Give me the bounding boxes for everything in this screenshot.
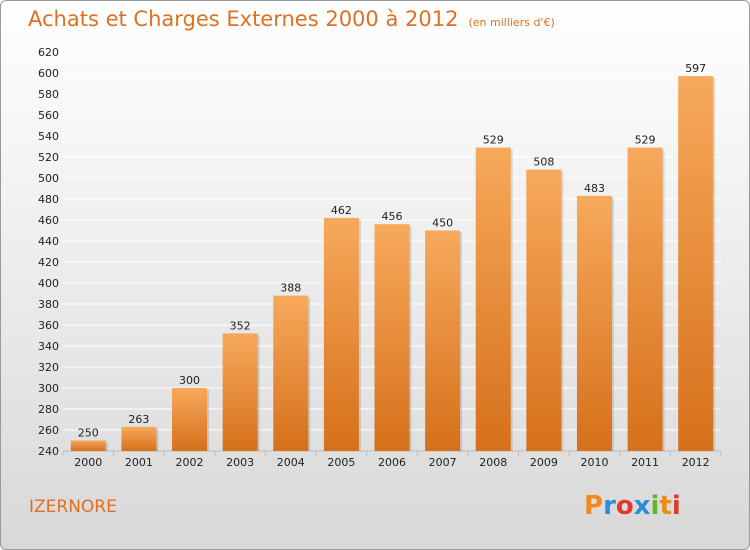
x-tick-label: 2003 xyxy=(226,456,254,469)
y-tick-label: 360 xyxy=(38,319,59,332)
y-tick-label: 600 xyxy=(38,67,59,80)
data-label: 508 xyxy=(533,156,554,169)
y-tick-label: 340 xyxy=(38,340,59,353)
y-tick-label: 260 xyxy=(38,424,59,437)
logo-letter: x xyxy=(633,491,651,521)
x-tick-label: 2007 xyxy=(429,456,457,469)
data-label: 263 xyxy=(128,413,149,426)
data-label: 456 xyxy=(382,210,403,223)
y-tick-label: 240 xyxy=(38,445,59,458)
x-tick-label: 2011 xyxy=(631,456,659,469)
y-tick-label: 400 xyxy=(38,277,59,290)
proxiti-logo: Proxiti xyxy=(584,491,681,521)
y-tick-label: 420 xyxy=(38,256,59,269)
y-tick-label: 380 xyxy=(38,298,59,311)
data-labels: 250 263 300 352 388 462 456 450 529 508 483 529 597 xyxy=(78,62,706,439)
bar xyxy=(576,195,612,451)
y-tick-label: 300 xyxy=(38,382,59,395)
logo-letter: t xyxy=(659,491,672,521)
data-label: 529 xyxy=(635,134,656,147)
y-tick-label: 480 xyxy=(38,193,59,206)
chart-title: Achats et Charges Externes 2000 à 2012 (e… xyxy=(28,7,555,31)
logo-letter: i xyxy=(650,491,660,521)
bar xyxy=(627,147,663,452)
x-tick-label: 2008 xyxy=(479,456,507,469)
bar xyxy=(374,224,410,451)
data-label: 483 xyxy=(584,182,605,195)
x-tick-label: 2006 xyxy=(378,456,406,469)
x-tick-label: 2001 xyxy=(125,456,153,469)
bar xyxy=(70,440,106,451)
y-tick-label: 580 xyxy=(38,88,59,101)
logo-letter: o xyxy=(615,491,634,521)
bar xyxy=(678,76,714,452)
x-tick-label: 2010 xyxy=(580,456,608,469)
chart-title-text: Achats et Charges Externes 2000 à 2012 xyxy=(28,7,459,31)
data-label: 597 xyxy=(685,62,706,75)
bar xyxy=(121,426,157,451)
y-tick-label: 320 xyxy=(38,361,59,374)
bar xyxy=(273,295,309,451)
y-tick-label: 560 xyxy=(38,109,59,122)
logo-letter: r xyxy=(603,491,616,521)
y-tick-label: 540 xyxy=(38,130,59,143)
data-label: 388 xyxy=(280,282,301,295)
bars xyxy=(70,76,716,452)
x-tick-label: 2002 xyxy=(176,456,204,469)
logo-letter: i xyxy=(671,491,681,521)
data-label: 450 xyxy=(432,217,453,230)
bar xyxy=(475,147,511,452)
data-label: 300 xyxy=(179,374,200,387)
data-label: 529 xyxy=(483,134,504,147)
x-tick-label: 2004 xyxy=(277,456,305,469)
data-label: 250 xyxy=(78,427,99,440)
bar xyxy=(323,217,359,451)
y-tick-label: 280 xyxy=(38,403,59,416)
x-tick-label: 2012 xyxy=(682,456,710,469)
data-label: 352 xyxy=(230,319,251,332)
x-tick-label: 2009 xyxy=(530,456,558,469)
bar xyxy=(172,388,208,451)
y-tick-label: 500 xyxy=(38,172,59,185)
bar xyxy=(222,333,258,451)
logo-letter: P xyxy=(584,491,604,521)
y-tick-label: 460 xyxy=(38,214,59,227)
y-tick-label: 620 xyxy=(38,46,59,59)
commune-name: IZERNORE xyxy=(29,497,117,517)
bar xyxy=(425,230,461,451)
bar xyxy=(526,169,562,451)
data-label: 462 xyxy=(331,204,352,217)
y-tick-label: 520 xyxy=(38,151,59,164)
x-tick-label: 2005 xyxy=(327,456,355,469)
axes: 240 260 280 300 320 340 360 380 400 420 440 460 480 5… xyxy=(38,46,722,469)
chart-unit: (en milliers d'€) xyxy=(468,16,555,29)
x-tick-label: 2000 xyxy=(74,456,102,469)
y-tick-label: 440 xyxy=(38,235,59,248)
